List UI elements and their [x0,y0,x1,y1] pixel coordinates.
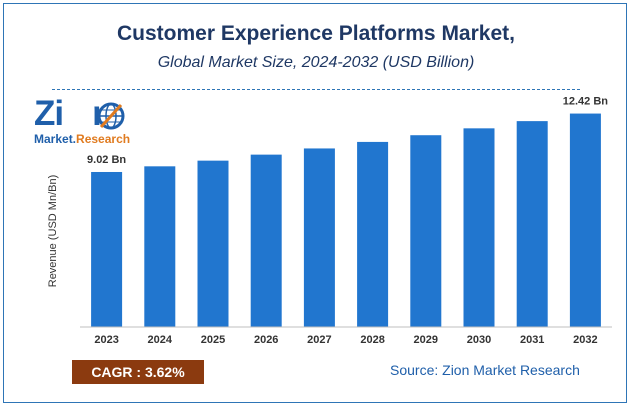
logo-sub-research: Research [76,132,131,146]
bar-2029 [410,135,442,327]
logo-sub-market: Market. [34,132,77,146]
x-tick-label: 2024 [148,334,173,346]
data-label: 9.02 Bn [87,154,126,166]
x-tick-label: 2023 [94,334,118,346]
x-tick-label: 2025 [201,334,225,346]
title-divider [52,89,580,90]
bar-2025 [197,160,229,327]
x-tick-label: 2028 [360,334,384,346]
logo-word-start: Zi [34,94,64,133]
bar-2027 [303,148,335,327]
bar-2030 [463,128,495,327]
bar-2026 [250,154,282,327]
x-tick-label: 2031 [520,334,544,346]
x-tick-label: 2030 [467,334,491,346]
bar-2023 [91,171,123,327]
source-note: Source: Zion Market Research [390,362,580,378]
bar-2024 [144,166,176,327]
chart-subtitle: Global Market Size, 2024-2032 (USD Billi… [157,54,475,71]
data-label: 12.42 Bn [563,96,609,108]
cagr-badge: CAGR : 3.62% [72,360,204,384]
y-axis-label: Revenue (USD Mn/Bn) [47,175,59,288]
x-tick-label: 2029 [414,334,438,346]
bar-2031 [516,121,548,327]
logo-subtext: Market.Research [34,132,130,146]
bar-2032 [569,113,601,327]
x-tick-label: 2027 [307,334,331,346]
globe-icon [97,102,125,130]
x-tick-label: 2026 [254,334,278,346]
chart-title: Customer Experience Platforms Market, [117,22,515,45]
zion-logo: Zin Market.Research [30,94,138,150]
x-tick-label: 2032 [573,334,597,346]
bar-2028 [357,141,389,327]
